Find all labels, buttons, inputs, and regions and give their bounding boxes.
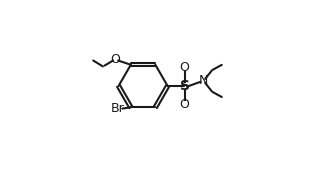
Text: O: O (180, 61, 189, 74)
Text: O: O (111, 53, 121, 66)
Text: S: S (180, 79, 189, 93)
Text: Br: Br (111, 103, 125, 115)
Text: N: N (198, 74, 208, 87)
Text: O: O (180, 98, 189, 111)
